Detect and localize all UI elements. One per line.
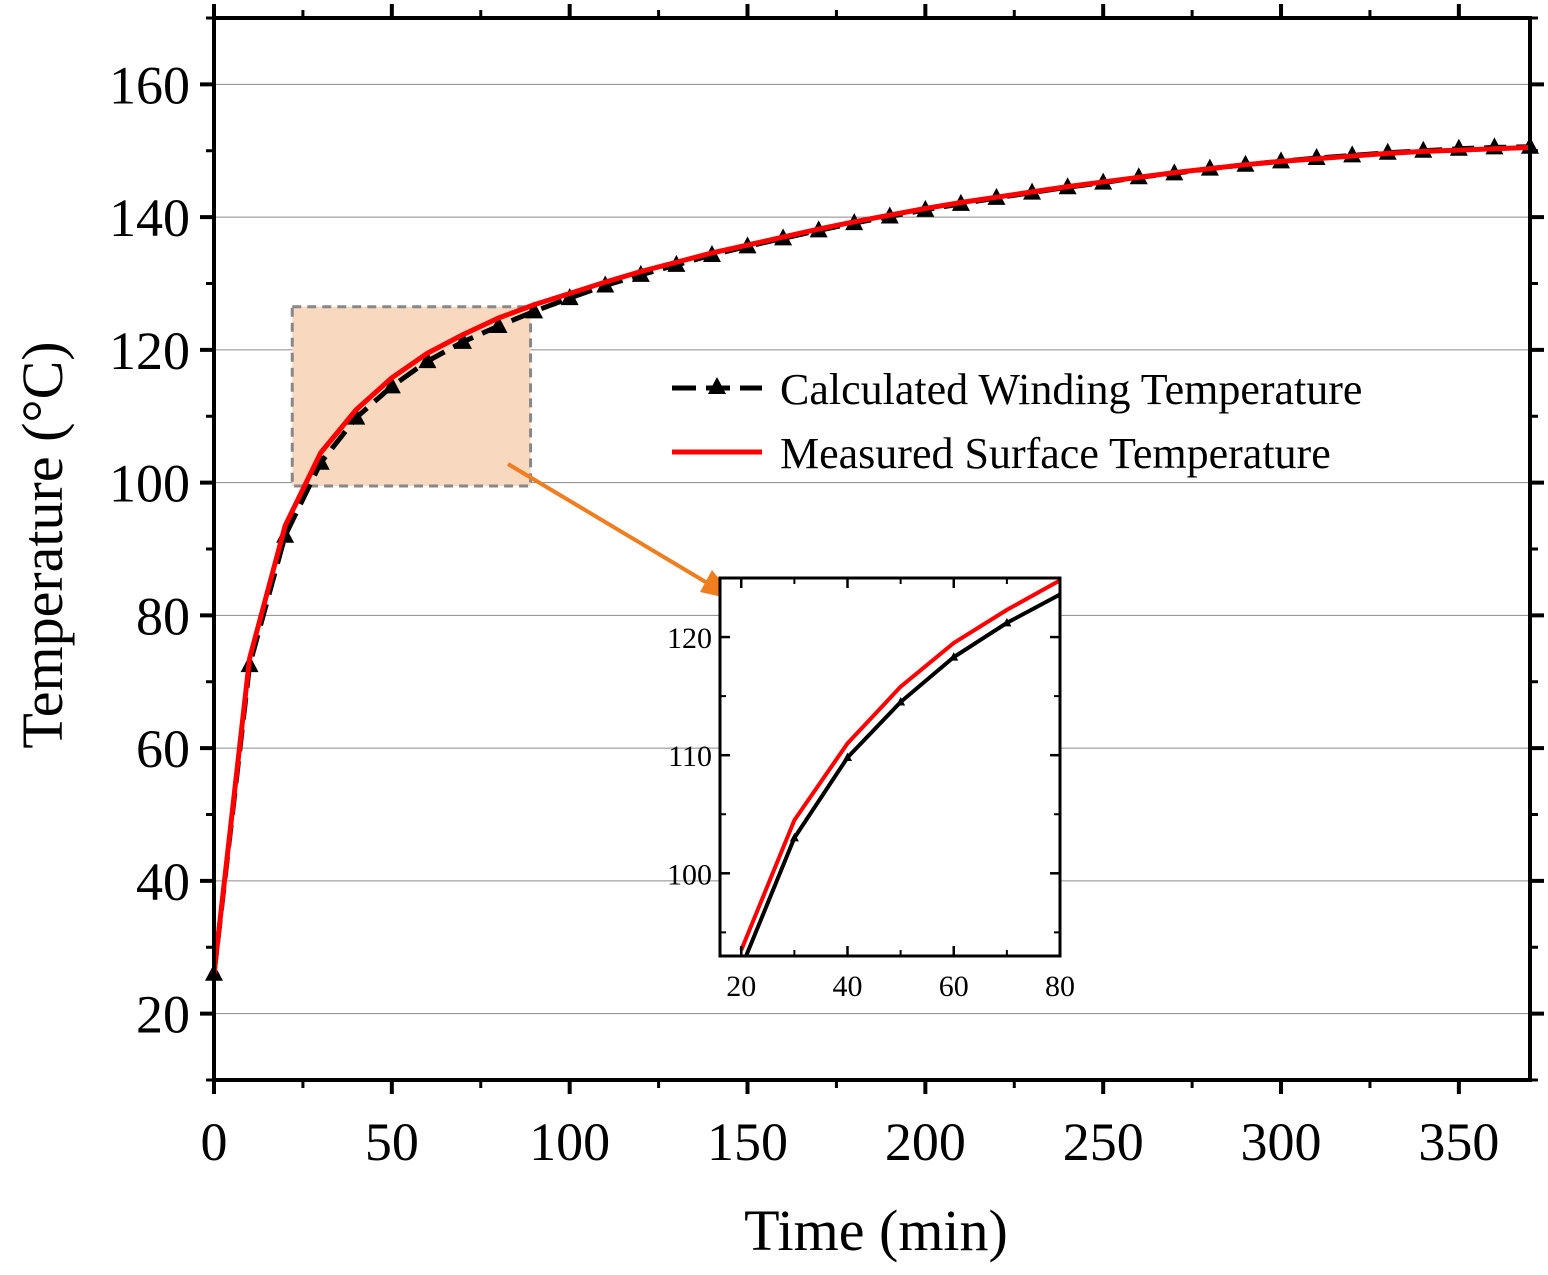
inset-calculated-point-60 [949, 652, 959, 661]
x-tick-label-150: 150 [707, 1112, 788, 1172]
series-line-measured [211, 144, 1531, 975]
zoom-region-box [290, 305, 533, 488]
calculated-point-100 [560, 288, 579, 306]
x-tick-label-0: 0 [201, 1112, 228, 1172]
x-tick-label-350: 350 [1418, 1112, 1499, 1172]
inset-x-tick-label-40: 40 [833, 970, 863, 1003]
x-tick-label-250: 250 [1063, 1112, 1144, 1172]
zoom-region-layer [290, 305, 716, 589]
calculated-point-90 [525, 301, 544, 319]
main-series-layer [205, 136, 1539, 981]
y-tick-label-140: 140 [109, 188, 190, 248]
inset-frame [718, 576, 1062, 958]
inset-y-tick-label-100: 100 [667, 858, 712, 891]
y-tick-label-100: 100 [109, 454, 190, 514]
inset-calculated-point-30 [789, 832, 799, 842]
legend-marker-triangle [708, 377, 726, 394]
y-tick-label-40: 40 [136, 852, 190, 912]
calculated-point-50 [382, 376, 401, 394]
y-tick-label-60: 60 [136, 719, 190, 779]
x-tick-label-100: 100 [529, 1112, 610, 1172]
y-axis-title: Temperature (°C) [10, 341, 75, 748]
legend-label-calculated: Calculated Winding Temperature [780, 365, 1362, 414]
calculated-point-80 [489, 315, 508, 333]
inset-axes [718, 576, 1062, 958]
inset-tick-labels: 20 40 60 80 100 110 120 [667, 622, 1075, 1003]
main-tick-labels: 0 50 100 150 200 250 300 350 20 40 60 80 100 120 140 16… [109, 55, 1499, 1172]
x-tick-label-50: 50 [365, 1112, 419, 1172]
inset-y-tick-label-110: 110 [668, 740, 712, 773]
inset-calculated-point-40 [843, 752, 852, 762]
calculated-point-60 [418, 351, 437, 369]
x-tick-label-300: 300 [1241, 1112, 1322, 1172]
inset-zoom-chart: 20 40 60 80 100 110 120 [667, 576, 1075, 1003]
inset-background [720, 578, 1060, 956]
y-tick-label-120: 120 [109, 321, 190, 381]
y-tick-label-20: 20 [136, 985, 190, 1045]
x-axis-title: Time (min) [744, 1198, 1008, 1263]
inset-x-tick-label-60: 60 [939, 970, 969, 1003]
x-tick-label-200: 200 [885, 1112, 966, 1172]
inset-line-measured [739, 578, 1060, 951]
legend-label-measured: Measured Surface Temperature [780, 429, 1331, 478]
inset-y-tick-label-120: 120 [667, 622, 712, 655]
calculated-point-40 [347, 407, 366, 425]
inset-x-tick-label-80: 80 [1045, 970, 1075, 1003]
y-tick-label-80: 80 [136, 586, 190, 646]
inset-x-tick-label-20: 20 [726, 970, 756, 1003]
inset-series-layer [739, 578, 1060, 956]
legend: Calculated Winding Temperature Measured … [672, 365, 1362, 478]
inset-calculated-point-50 [896, 697, 906, 706]
calculated-point-70 [453, 331, 472, 349]
zoom-arrow-shaft [506, 462, 716, 589]
inset-calculated-point-70 [1002, 617, 1012, 627]
y-tick-label-160: 160 [109, 55, 190, 115]
